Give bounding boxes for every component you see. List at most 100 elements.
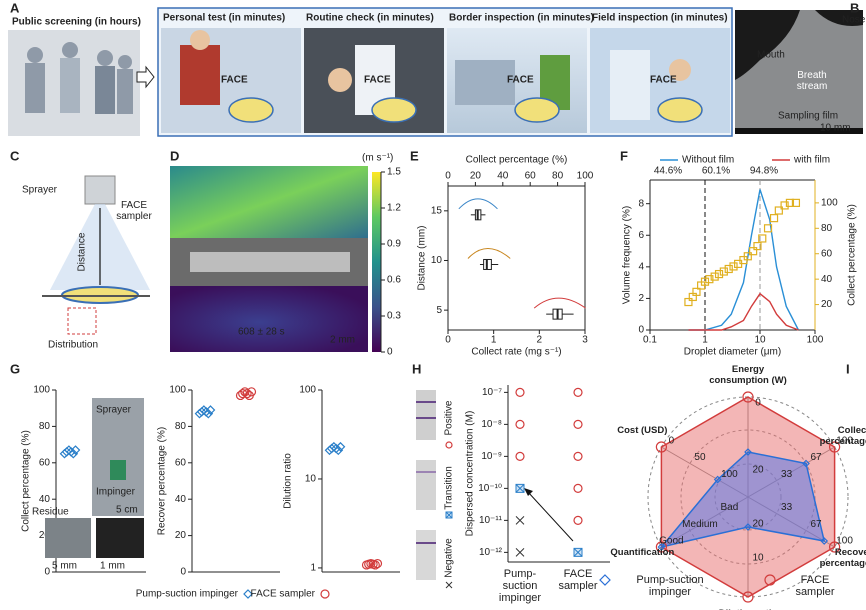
radar-tick-label: 33 [781, 502, 793, 513]
radar-tick-label: 100 [721, 469, 738, 480]
x-tick-label: 0 [445, 171, 451, 182]
circle-marker [238, 389, 248, 399]
nose-profile [815, 10, 863, 26]
y-tick-label: 80 [175, 421, 187, 432]
inset-photo [96, 518, 144, 558]
axis-title: Distance (mm) [417, 225, 428, 290]
diamond-marker [335, 441, 346, 452]
square-marker [791, 198, 801, 207]
diamond-marker [744, 448, 752, 456]
y-tick-label: 15 [431, 205, 443, 216]
circle-marker [320, 589, 330, 599]
radar-axis-label: Recover percentage (%) [819, 547, 866, 569]
device-label: FACE [507, 75, 534, 86]
diamond-marker [68, 448, 79, 459]
y-tick-label: 1.5 [387, 167, 401, 178]
inset-label: Residue [32, 507, 69, 518]
y-tick-label: 10 [305, 474, 317, 485]
image-label: 608 ± 28 s [238, 327, 285, 338]
square-marker [749, 247, 758, 256]
y-tick-label: 6 [638, 230, 644, 241]
annotation: 94.8% [750, 166, 778, 177]
diamond-marker [820, 537, 829, 545]
y-tick-label: 10⁻⁹ [481, 451, 502, 462]
diamond-marker [196, 406, 207, 417]
diamond-marker [70, 445, 81, 455]
scale-label: 2 mm [330, 335, 355, 346]
device-icon [514, 97, 560, 123]
x-tick-label: 1 [702, 335, 708, 346]
diamond-marker [205, 405, 216, 415]
diamond-marker [713, 475, 722, 484]
square-marker [719, 267, 728, 276]
marker-part [573, 548, 583, 557]
square-marker [700, 277, 710, 286]
panel-label: I [846, 361, 850, 376]
strip-image [416, 460, 436, 510]
square-marker [710, 272, 719, 281]
radar-axis-label: Quantification [610, 547, 675, 558]
crowd-figures [25, 42, 133, 114]
y-tick-label: 0.3 [387, 311, 401, 322]
cross-marker [515, 516, 525, 525]
radar-tick-label: 33 [781, 469, 793, 480]
marker-part [515, 548, 525, 557]
y-tick-label: 4 [638, 261, 644, 272]
velocity-field-bottom [170, 286, 368, 352]
marker-part [445, 511, 453, 519]
circle-marker [515, 451, 525, 461]
scene-title: Routine check (in minutes) [306, 13, 434, 24]
y-tick-label: 0 [180, 567, 186, 578]
y-tick-label: 10⁻¹¹ [479, 515, 503, 526]
circle-marker [573, 515, 583, 525]
square-marker [763, 224, 773, 233]
y-tick-label: 10⁻⁷ [482, 387, 502, 398]
legend-label: Pump-suction impinger [636, 574, 704, 598]
x-tick-label: Pump-suction impinger [498, 568, 542, 604]
y-tick-label: 5 [436, 305, 442, 316]
y-tick-label: 60 [821, 248, 833, 259]
circle-marker [829, 541, 841, 553]
marker-part [445, 581, 453, 589]
circle-marker [515, 387, 525, 397]
x-tick-label: 1 [491, 335, 497, 346]
radar-tick-label: 20 [752, 519, 764, 530]
image-label: Mouth [757, 50, 785, 61]
scene-title: Border inspection (in minutes) [449, 13, 594, 24]
device-label: FACE [364, 75, 391, 86]
square-marker [780, 201, 789, 210]
circle-marker [764, 574, 776, 586]
y-tick-label: 20 [175, 530, 187, 541]
arrow [527, 491, 574, 542]
radar-tick-label: 20 [752, 465, 764, 476]
diamond-marker [802, 459, 810, 468]
y-tick-label: 10⁻¹⁰ [478, 483, 502, 494]
legend-label: Without film [682, 155, 734, 166]
y-tick-label: 1 [310, 563, 316, 574]
y-tick-label: 40 [175, 494, 187, 505]
radar-tick-label: Bad [721, 502, 739, 513]
distribution-box [67, 307, 97, 335]
diamond-marker [744, 523, 752, 531]
diamond-marker [333, 445, 344, 456]
diamond-marker [326, 443, 337, 454]
y-tick-label: 0.6 [387, 275, 401, 286]
x-tick-label: 100 [577, 171, 594, 182]
y-tick-label: 0 [638, 325, 644, 336]
x-tick-label: 2 [537, 335, 543, 346]
y-tick-label: 60 [39, 457, 51, 468]
legend-label: Pump-suction impinger [136, 589, 239, 600]
cross-marker [445, 581, 453, 589]
radar-area [659, 451, 826, 549]
x-tick-label: 3 [582, 335, 588, 346]
y-tick-label: 8 [638, 198, 644, 209]
circle-marker [829, 441, 841, 453]
y-tick-label: 10 [431, 255, 443, 266]
image-label: Breath stream [796, 70, 828, 92]
y-tick-label: 80 [39, 421, 51, 432]
sampler-film [190, 252, 350, 272]
square-marker [774, 206, 783, 215]
circle-marker [246, 387, 257, 397]
distribution-curve [467, 247, 511, 259]
arrow [136, 65, 155, 89]
